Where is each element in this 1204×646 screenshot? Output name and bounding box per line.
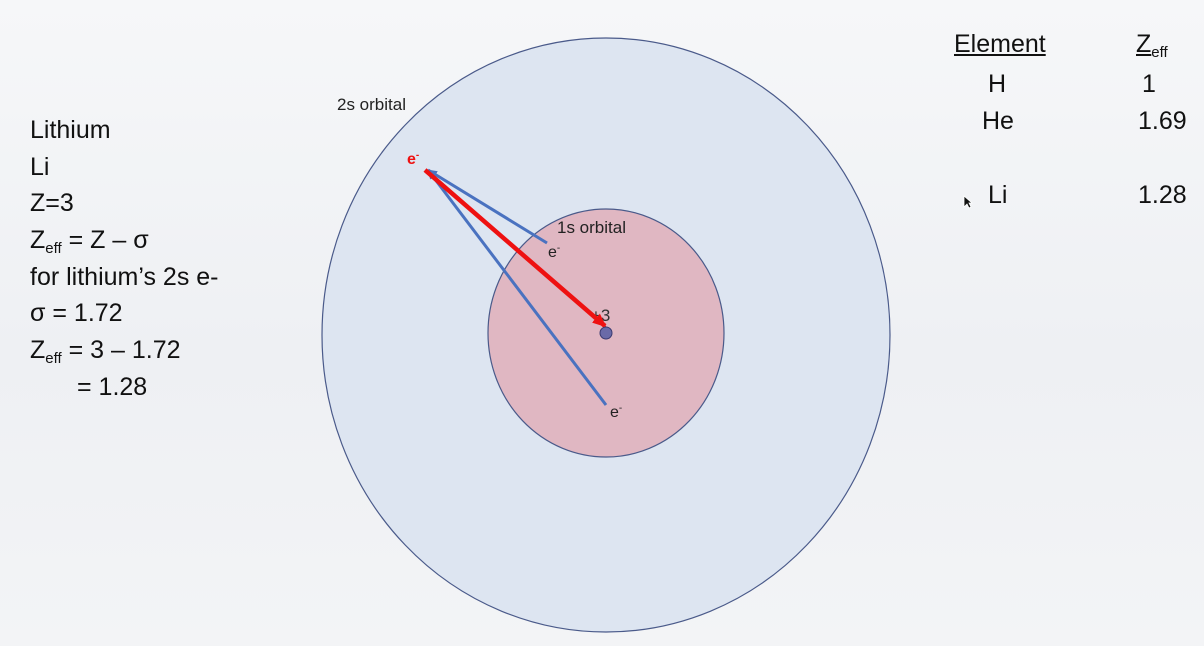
- element-name: Lithium: [30, 116, 111, 144]
- table-cell-element: H: [988, 70, 1007, 98]
- lithium-info-panel: Lithium Li Z=3 Zeff = Z – σ for lithium’…: [30, 112, 219, 406]
- inner-electron-label-2: e-: [610, 403, 622, 421]
- zeff-result: = 1.28: [77, 372, 148, 401]
- shielding-arrow-1: [427, 168, 548, 245]
- 2s-orbital-label: 2s orbital: [337, 95, 406, 114]
- shielding-note: for lithium’s 2s e-: [30, 262, 219, 291]
- table-cell-element: He: [982, 107, 1014, 135]
- sigma-value: σ = 1.72: [30, 299, 123, 328]
- effective-charge-arrow: [423, 168, 607, 328]
- shielding-arrow-2: [426, 169, 608, 406]
- inner-electron-label-1: e-: [548, 243, 560, 261]
- element-column-header: Element: [954, 30, 1046, 58]
- table-cell-zeff: 1.69: [1138, 107, 1187, 135]
- zeff-formula: Zeff = Z – σ: [30, 226, 149, 258]
- 1s-orbital-label: 1s orbital: [557, 218, 626, 237]
- table-cell-zeff: 1: [1142, 70, 1156, 98]
- outer-electron-label: e-: [407, 150, 419, 168]
- atomic-number: Z=3: [30, 189, 74, 218]
- table-cell-zeff: 1.28: [1138, 181, 1187, 209]
- zeff-calculation: Zeff = 3 – 1.72: [30, 336, 181, 368]
- nucleus: [599, 326, 613, 340]
- table-cell-element: Li: [988, 181, 1008, 209]
- zeff-column-header: Zeff: [1136, 30, 1168, 61]
- mouse-pointer-icon: [963, 195, 973, 209]
- element-symbol: Li: [30, 152, 50, 181]
